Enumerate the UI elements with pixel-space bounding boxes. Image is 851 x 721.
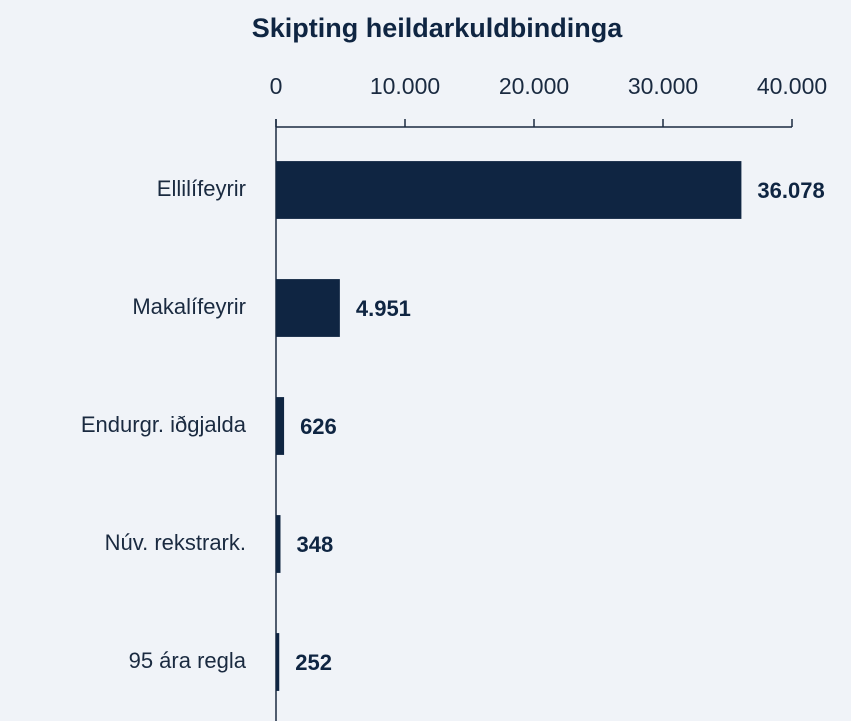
value-label: 348 (296, 532, 333, 557)
bar (276, 633, 280, 691)
x-tick-label: 40.000 (757, 73, 827, 99)
y-tick-label: Núv. rekstrark. (105, 530, 246, 555)
value-label: 4.951 (356, 296, 411, 321)
x-tick-label: 20.000 (499, 73, 569, 99)
y-tick-label: Makalífeyrir (132, 294, 246, 319)
value-label: 626 (300, 414, 337, 439)
y-tick-label: Endurgr. iðgjalda (81, 412, 247, 437)
y-tick-label: 95 ára regla (129, 648, 247, 673)
bar (276, 397, 285, 455)
bar (276, 279, 340, 337)
bar (276, 515, 281, 573)
y-tick-label: Ellilífeyrir (157, 176, 246, 201)
x-tick-label: 0 (270, 73, 283, 99)
value-label: 36.078 (757, 178, 824, 203)
chart-title: Skipting heildarkuldbindinga (252, 13, 623, 43)
value-label: 252 (295, 650, 332, 675)
x-tick-label: 10.000 (370, 73, 440, 99)
x-tick-label: 30.000 (628, 73, 698, 99)
bar (276, 161, 742, 219)
